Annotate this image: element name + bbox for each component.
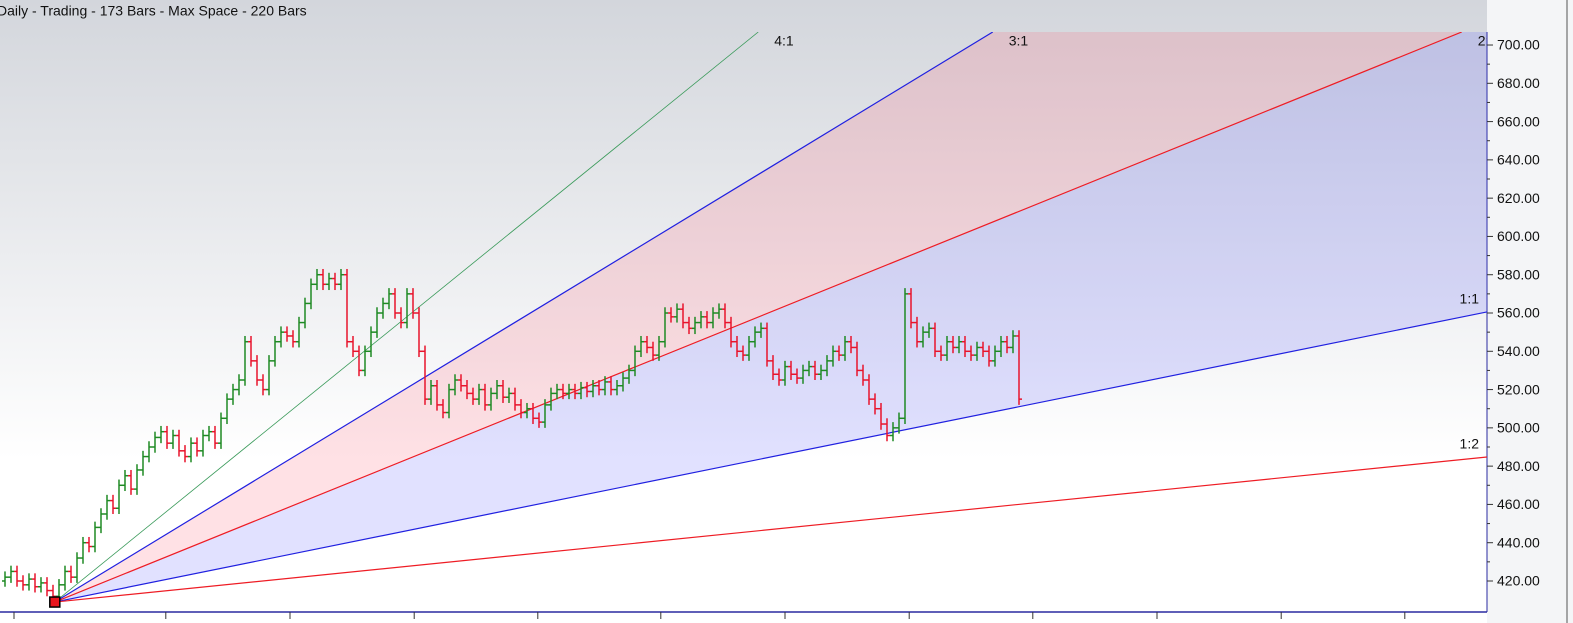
fan-line <box>54 311 1487 603</box>
fan-label: 4:1 <box>774 33 794 49</box>
fan-label: 2:1 <box>1478 33 1498 49</box>
fan-label: 1:2 <box>1460 436 1480 452</box>
y-tick-label: 540.00 <box>1497 343 1540 359</box>
fan-fill <box>54 32 1487 603</box>
y-tick-label: 560.00 <box>1497 305 1540 321</box>
x-axis-panel <box>0 612 1487 623</box>
plot-area: 4:1 3:1 2:1 1:1 1:2 <box>1 32 1498 603</box>
y-tick-label: 460.00 <box>1497 496 1540 512</box>
fan-label: 1:1 <box>1460 291 1480 307</box>
y-tick-label: 700.00 <box>1497 37 1540 53</box>
plot-background <box>0 0 1487 612</box>
fan-origin <box>49 596 61 608</box>
y-tick-label: 500.00 <box>1497 420 1540 436</box>
y-tick-label: 520.00 <box>1497 381 1540 397</box>
y-tick-label: 660.00 <box>1497 113 1540 129</box>
y-tick-label: 580.00 <box>1497 266 1540 282</box>
y-tick-label: 600.00 <box>1497 228 1540 244</box>
y-tick-label: 620.00 <box>1497 190 1540 206</box>
y-tick-label: 420.00 <box>1497 573 1540 589</box>
y-tick-label: 640.00 <box>1497 152 1540 168</box>
fan-line <box>54 32 1462 603</box>
fan-line <box>54 32 994 603</box>
chart-title: Daily - Trading - 173 Bars - Max Space -… <box>0 3 307 19</box>
axis-panel <box>1487 0 1573 623</box>
fan-label: 3:1 <box>1009 33 1029 49</box>
y-tick-label: 440.00 <box>1497 534 1540 550</box>
y-tick-label: 680.00 <box>1497 75 1540 91</box>
fan-line <box>54 456 1487 603</box>
y-tick-label: 480.00 <box>1497 458 1540 474</box>
